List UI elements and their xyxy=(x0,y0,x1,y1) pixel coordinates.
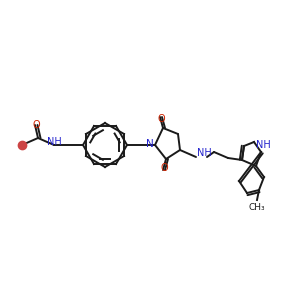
Text: O: O xyxy=(32,120,40,130)
Text: NH: NH xyxy=(256,140,271,150)
Text: NH: NH xyxy=(46,137,62,147)
Text: CH₃: CH₃ xyxy=(249,203,265,212)
Text: N: N xyxy=(146,139,154,149)
Text: O: O xyxy=(160,163,168,173)
Text: NH: NH xyxy=(197,148,212,158)
Text: O: O xyxy=(157,114,165,124)
